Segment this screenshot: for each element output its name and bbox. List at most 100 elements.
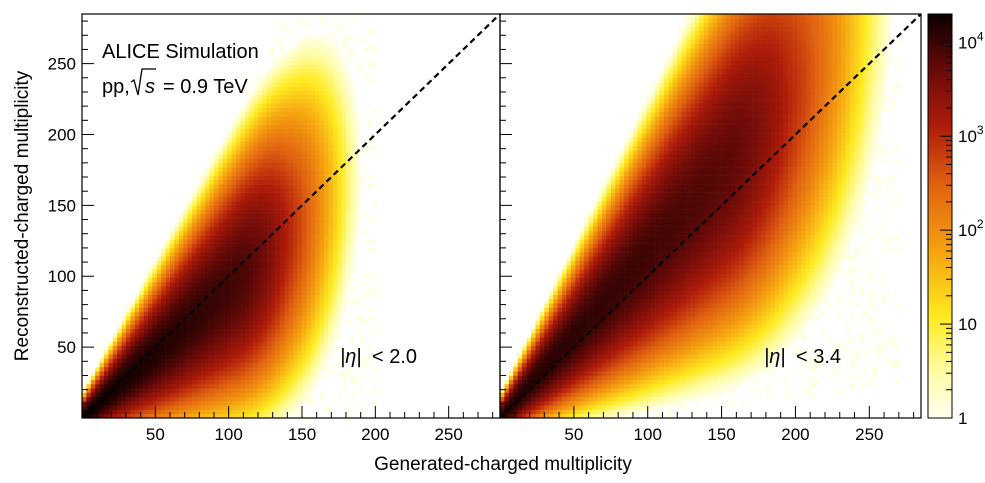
heatmap-cell bbox=[628, 371, 634, 376]
heatmap-cell bbox=[646, 294, 651, 300]
heatmap-cell bbox=[104, 405, 109, 410]
heatmap-cell bbox=[619, 179, 625, 185]
heatmap-cell bbox=[328, 52, 334, 57]
heatmap-cell bbox=[218, 145, 224, 151]
heatmap-cell bbox=[143, 396, 149, 402]
heatmap-cell bbox=[244, 332, 250, 338]
heatmap-cell bbox=[214, 277, 219, 283]
heatmap-cell bbox=[332, 175, 338, 181]
heatmap-cell bbox=[288, 99, 294, 104]
heatmap-cell bbox=[315, 103, 320, 108]
heatmap-cell bbox=[332, 116, 338, 121]
heatmap-cell bbox=[249, 345, 254, 351]
heatmap-cell bbox=[597, 362, 603, 368]
heatmap-cell bbox=[637, 137, 643, 142]
heatmap-cell bbox=[535, 328, 541, 334]
heatmap-cell bbox=[597, 286, 603, 291]
heatmap-cell bbox=[266, 145, 272, 151]
heatmap-cell bbox=[615, 158, 620, 164]
heatmap-cell bbox=[584, 392, 589, 398]
heatmap-cell bbox=[637, 345, 643, 351]
heatmap-cell bbox=[637, 243, 643, 249]
heatmap-cell bbox=[258, 94, 263, 100]
heatmap-cell bbox=[271, 188, 276, 193]
heatmap-cell bbox=[297, 192, 303, 198]
heatmap-cell bbox=[548, 358, 554, 364]
heatmap-cell bbox=[240, 154, 246, 159]
heatmap-cell bbox=[341, 103, 347, 108]
heatmap-cell bbox=[156, 294, 162, 300]
heatmap-cell bbox=[584, 222, 589, 227]
heatmap-cell bbox=[293, 235, 298, 240]
heatmap-cell bbox=[641, 175, 647, 181]
heatmap-cell bbox=[262, 226, 268, 232]
heatmap-cell bbox=[275, 315, 281, 321]
heatmap-cell bbox=[174, 260, 180, 266]
heatmap-cell bbox=[615, 320, 620, 325]
heatmap-cell bbox=[328, 65, 334, 70]
heatmap-cell bbox=[588, 409, 594, 415]
heatmap-cell bbox=[372, 328, 378, 334]
heatmap-cell bbox=[363, 73, 369, 79]
heatmap-cell bbox=[341, 154, 347, 159]
heatmap-cell bbox=[632, 226, 638, 232]
heatmap-cell bbox=[570, 290, 576, 295]
heatmap-cell bbox=[288, 205, 294, 210]
heatmap-cell bbox=[337, 179, 342, 185]
heatmap-cell bbox=[231, 311, 237, 317]
heatmap-cell bbox=[579, 290, 585, 295]
heatmap-cell bbox=[610, 205, 616, 210]
heatmap-cell bbox=[619, 205, 625, 210]
heatmap-cell bbox=[324, 269, 329, 274]
heatmap-cell bbox=[284, 286, 290, 291]
heatmap-cell bbox=[258, 311, 263, 317]
heatmap-cell bbox=[82, 409, 87, 415]
heatmap-cell bbox=[624, 320, 629, 325]
heatmap-cell bbox=[324, 154, 329, 159]
heatmap-cell bbox=[588, 349, 594, 355]
heatmap-cell bbox=[350, 243, 356, 249]
heatmap-cell bbox=[535, 354, 541, 359]
heatmap-cell bbox=[266, 400, 272, 406]
heatmap-cell bbox=[148, 345, 153, 351]
heatmap-cell bbox=[637, 133, 643, 138]
heatmap-cell bbox=[280, 332, 285, 338]
heatmap-cell bbox=[306, 99, 312, 104]
heatmap-cell bbox=[214, 400, 219, 406]
heatmap-cell bbox=[148, 396, 153, 402]
heatmap-cell bbox=[566, 345, 572, 351]
heatmap-cell bbox=[187, 311, 193, 317]
heatmap-cell bbox=[275, 345, 281, 351]
heatmap-cell bbox=[152, 400, 158, 406]
heatmap-cell bbox=[641, 307, 647, 312]
heatmap-cell bbox=[227, 154, 232, 159]
heatmap-cell bbox=[192, 307, 197, 312]
heatmap-cell bbox=[628, 345, 634, 351]
heatmap-cell bbox=[310, 60, 316, 66]
heatmap-cell bbox=[337, 111, 342, 117]
heatmap-cell bbox=[293, 332, 298, 338]
heatmap-cell bbox=[284, 298, 290, 304]
heatmap-cell bbox=[637, 332, 643, 338]
heatmap-cell bbox=[262, 400, 268, 406]
heatmap-cell bbox=[319, 162, 325, 168]
heatmap-cell bbox=[266, 192, 272, 198]
heatmap-cell bbox=[350, 201, 356, 206]
heatmap-cell bbox=[293, 375, 298, 381]
heatmap-cell bbox=[337, 184, 342, 189]
heatmap-cell bbox=[337, 94, 342, 100]
heatmap-cell bbox=[218, 345, 224, 351]
heatmap-cell bbox=[262, 269, 268, 274]
heatmap-cell bbox=[284, 375, 290, 381]
heatmap-cell bbox=[610, 298, 616, 304]
heatmap-cell bbox=[249, 128, 254, 134]
heatmap-cell bbox=[324, 22, 329, 28]
heatmap-cell bbox=[236, 277, 241, 283]
heatmap-cell bbox=[161, 303, 166, 308]
heatmap-cell bbox=[266, 107, 272, 113]
heatmap-cell bbox=[178, 358, 184, 364]
heatmap-cell bbox=[606, 235, 612, 240]
heatmap-cell bbox=[200, 252, 206, 257]
heatmap-cell bbox=[170, 349, 175, 355]
heatmap-cell bbox=[108, 405, 114, 410]
